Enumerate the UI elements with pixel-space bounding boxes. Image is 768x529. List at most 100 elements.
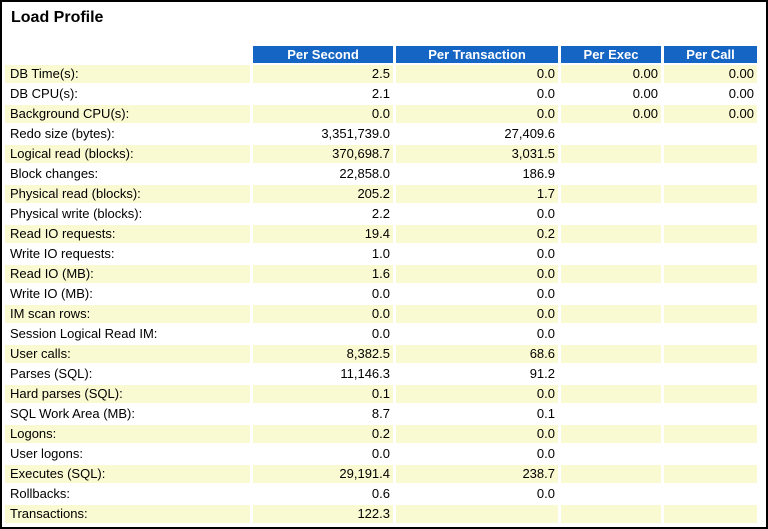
row-value-per-second: 0.0 xyxy=(253,285,393,303)
table-row: Logons: 0.2 0.0 xyxy=(5,425,757,443)
row-value-per-call xyxy=(664,345,757,363)
table-row: User calls: 8,382.5 68.6 xyxy=(5,345,757,363)
row-value-per-second: 19.4 xyxy=(253,225,393,243)
row-value-per-call xyxy=(664,225,757,243)
table-row: IM scan rows: 0.0 0.0 xyxy=(5,305,757,323)
load-profile-table: Per Second Per Transaction Per Exec Per … xyxy=(2,44,760,525)
page-title: Load Profile xyxy=(11,9,104,26)
row-value-per-call xyxy=(664,325,757,343)
row-label: Executes (SQL): xyxy=(5,465,250,483)
row-label: SQL Work Area (MB): xyxy=(5,405,250,423)
row-value-per-exec xyxy=(561,205,661,223)
row-value-per-second: 205.2 xyxy=(253,185,393,203)
row-value-per-transaction: 3,031.5 xyxy=(396,145,558,163)
row-value-per-second: 122.3 xyxy=(253,505,393,523)
row-value-per-exec: 0.00 xyxy=(561,105,661,123)
row-value-per-exec xyxy=(561,385,661,403)
table-row: Read IO (MB): 1.6 0.0 xyxy=(5,265,757,283)
row-value-per-call xyxy=(664,205,757,223)
row-label: Background CPU(s): xyxy=(5,105,250,123)
row-value-per-transaction: 0.0 xyxy=(396,305,558,323)
row-value-per-second: 0.0 xyxy=(253,305,393,323)
row-value-per-transaction: 0.0 xyxy=(396,425,558,443)
row-label: Logons: xyxy=(5,425,250,443)
table-row: Redo size (bytes): 3,351,739.0 27,409.6 xyxy=(5,125,757,143)
row-value-per-exec xyxy=(561,505,661,523)
row-label: Block changes: xyxy=(5,165,250,183)
row-label: Rollbacks: xyxy=(5,485,250,503)
row-value-per-call: 0.00 xyxy=(664,105,757,123)
row-value-per-call xyxy=(664,145,757,163)
row-value-per-call xyxy=(664,385,757,403)
table-header-row: Per Second Per Transaction Per Exec Per … xyxy=(5,46,757,63)
row-label: Session Logical Read IM: xyxy=(5,325,250,343)
row-value-per-second: 29,191.4 xyxy=(253,465,393,483)
row-value-per-exec xyxy=(561,405,661,423)
row-value-per-exec xyxy=(561,325,661,343)
row-value-per-transaction: 0.0 xyxy=(396,265,558,283)
row-value-per-exec xyxy=(561,185,661,203)
row-label: Read IO (MB): xyxy=(5,265,250,283)
row-value-per-exec xyxy=(561,465,661,483)
row-value-per-call xyxy=(664,245,757,263)
row-value-per-call: 0.00 xyxy=(664,65,757,83)
row-value-per-call xyxy=(664,425,757,443)
row-label: Transactions: xyxy=(5,505,250,523)
row-label: Read IO requests: xyxy=(5,225,250,243)
row-value-per-exec xyxy=(561,445,661,463)
row-label: DB Time(s): xyxy=(5,65,250,83)
row-value-per-call xyxy=(664,265,757,283)
row-value-per-transaction: 0.0 xyxy=(396,285,558,303)
row-label: Write IO (MB): xyxy=(5,285,250,303)
row-value-per-second: 22,858.0 xyxy=(253,165,393,183)
row-value-per-call xyxy=(664,125,757,143)
table-row: Executes (SQL): 29,191.4 238.7 xyxy=(5,465,757,483)
table-row: Parses (SQL): 11,146.3 91.2 xyxy=(5,365,757,383)
row-value-per-second: 2.5 xyxy=(253,65,393,83)
row-value-per-exec xyxy=(561,245,661,263)
row-value-per-second: 370,698.7 xyxy=(253,145,393,163)
column-header-per-second: Per Second xyxy=(253,46,393,63)
row-label: Logical read (blocks): xyxy=(5,145,250,163)
table-body: DB Time(s): 2.5 0.0 0.00 0.00 DB CPU(s):… xyxy=(5,65,757,523)
row-value-per-call xyxy=(664,505,757,523)
row-value-per-transaction: 0.0 xyxy=(396,245,558,263)
row-value-per-exec xyxy=(561,485,661,503)
row-value-per-transaction: 186.9 xyxy=(396,165,558,183)
row-value-per-transaction: 27,409.6 xyxy=(396,125,558,143)
row-value-per-call: 0.00 xyxy=(664,85,757,103)
row-value-per-second: 2.2 xyxy=(253,205,393,223)
row-value-per-transaction: 0.2 xyxy=(396,225,558,243)
row-value-per-exec xyxy=(561,425,661,443)
row-value-per-second: 0.0 xyxy=(253,325,393,343)
row-value-per-second: 1.0 xyxy=(253,245,393,263)
corner-cell xyxy=(5,46,250,63)
row-label: Write IO requests: xyxy=(5,245,250,263)
table-row: Write IO requests: 1.0 0.0 xyxy=(5,245,757,263)
table-row: Write IO (MB): 0.0 0.0 xyxy=(5,285,757,303)
row-value-per-call xyxy=(664,305,757,323)
row-value-per-exec: 0.00 xyxy=(561,85,661,103)
row-value-per-transaction: 0.0 xyxy=(396,325,558,343)
table-row: Logical read (blocks): 370,698.7 3,031.5 xyxy=(5,145,757,163)
row-value-per-exec xyxy=(561,125,661,143)
row-value-per-second: 0.0 xyxy=(253,445,393,463)
row-value-per-transaction: 0.0 xyxy=(396,385,558,403)
row-value-per-second: 3,351,739.0 xyxy=(253,125,393,143)
row-value-per-second: 0.2 xyxy=(253,425,393,443)
row-value-per-second: 8,382.5 xyxy=(253,345,393,363)
row-label: User logons: xyxy=(5,445,250,463)
table-row: Block changes: 22,858.0 186.9 xyxy=(5,165,757,183)
row-value-per-transaction: 238.7 xyxy=(396,465,558,483)
column-header-per-exec: Per Exec xyxy=(561,46,661,63)
table-row: Session Logical Read IM: 0.0 0.0 xyxy=(5,325,757,343)
row-value-per-call xyxy=(664,185,757,203)
table-row: DB CPU(s): 2.1 0.0 0.00 0.00 xyxy=(5,85,757,103)
row-value-per-transaction: 0.1 xyxy=(396,405,558,423)
row-value-per-transaction: 0.0 xyxy=(396,445,558,463)
row-value-per-exec xyxy=(561,265,661,283)
row-value-per-second: 0.1 xyxy=(253,385,393,403)
row-value-per-exec: 0.00 xyxy=(561,65,661,83)
row-value-per-second: 11,146.3 xyxy=(253,365,393,383)
row-value-per-transaction: 0.0 xyxy=(396,485,558,503)
